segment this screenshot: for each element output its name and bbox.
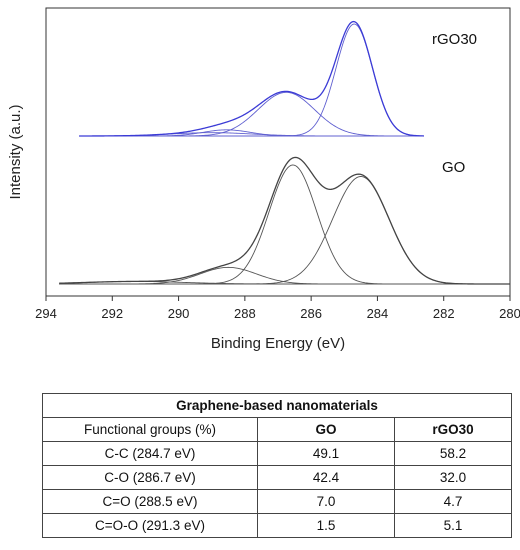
table-row: C=O (288.5 eV) 7.0 4.7: [42, 489, 512, 514]
table-cell-rgo30: 58.2: [394, 441, 512, 466]
table-caption-row: Graphene-based nanomaterials: [42, 393, 512, 418]
x-tick-label: 282: [433, 306, 455, 321]
header-functional-groups: Functional groups (%): [42, 417, 258, 442]
x-tick-label: 292: [101, 306, 123, 321]
table-row: C=O-O (291.3 eV) 1.5 5.1: [42, 513, 512, 538]
table-cell-group: C=O-O (291.3 eV): [42, 513, 258, 538]
table-cell-go: 1.5: [257, 513, 395, 538]
panel-rgo30: [79, 20, 424, 137]
x-axis-title: Binding Energy (eV): [211, 335, 345, 352]
x-axis-ticks: 294 292 290 288 286 284 282 280: [35, 296, 520, 321]
component-peak-rgo30-1: [79, 91, 424, 137]
component-peak-go-1: [59, 164, 510, 285]
table-caption: Graphene-based nanomaterials: [42, 393, 512, 418]
y-axis-title: Intensity (a.u.): [7, 104, 24, 199]
x-tick-label: 288: [234, 306, 256, 321]
x-tick-label: 280: [499, 306, 520, 321]
component-peak-go-0: [59, 176, 510, 285]
x-tick-label: 290: [168, 306, 190, 321]
component-peak-rgo30-0: [79, 23, 424, 137]
table-row: C-C (284.7 eV) 49.1 58.2: [42, 441, 512, 466]
x-tick-label: 284: [367, 306, 389, 321]
table-cell-group: C=O (288.5 eV): [42, 489, 258, 514]
table-cell-go: 42.4: [257, 465, 395, 490]
table-cell-group: C-O (286.7 eV): [42, 465, 258, 490]
table-cell-rgo30: 32.0: [394, 465, 512, 490]
envelope-line-rgo30: [79, 20, 424, 137]
panel-go: [59, 156, 510, 285]
envelope-line-go: [59, 156, 510, 285]
table-header-row: Functional groups (%) GO rGO30: [42, 417, 512, 442]
x-tick-label: 294: [35, 306, 57, 321]
table-cell-group: C-C (284.7 eV): [42, 441, 258, 466]
table-cell-go: 49.1: [257, 441, 395, 466]
table-cell-rgo30: 4.7: [394, 489, 512, 514]
x-tick-label: 286: [300, 306, 322, 321]
panel-label-rgo30: rGO30: [432, 31, 477, 48]
table-cell-go: 7.0: [257, 489, 395, 514]
table-row: C-O (286.7 eV) 42.4 32.0: [42, 465, 512, 490]
header-rgo30: rGO30: [394, 417, 512, 442]
xps-chart: rGO30 GO 294 292 290 288 286 284 282 280 Bindin…: [7, 7, 520, 352]
plot-frame: [45, 7, 511, 297]
table-cell-rgo30: 5.1: [394, 513, 512, 538]
functional-groups-table: Graphene-based nanomaterials Functional …: [42, 393, 512, 538]
header-go: GO: [257, 417, 395, 442]
panel-label-go: GO: [442, 159, 465, 176]
